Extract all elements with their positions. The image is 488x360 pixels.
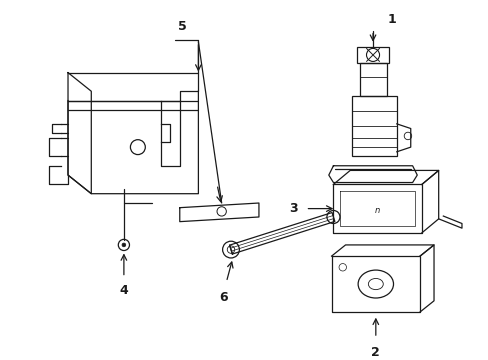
Bar bbox=[351, 96, 396, 157]
Text: n: n bbox=[374, 206, 380, 215]
Text: 3: 3 bbox=[289, 202, 298, 215]
Bar bbox=[359, 63, 386, 96]
Text: 4: 4 bbox=[119, 284, 128, 297]
Text: 6: 6 bbox=[219, 292, 227, 305]
Bar bbox=[356, 46, 388, 63]
Circle shape bbox=[122, 243, 125, 247]
Text: 5: 5 bbox=[178, 19, 186, 33]
Text: 2: 2 bbox=[371, 346, 379, 359]
Text: 1: 1 bbox=[386, 13, 395, 26]
